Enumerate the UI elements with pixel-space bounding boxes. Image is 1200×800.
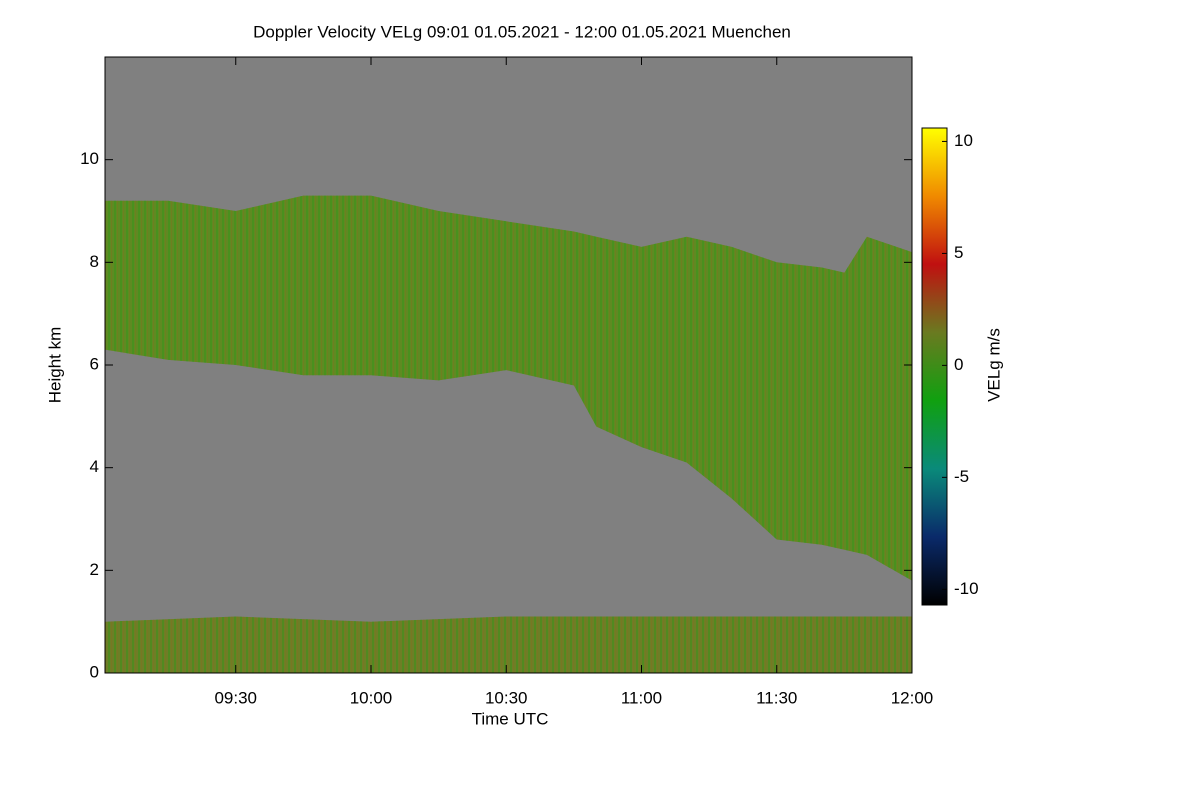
x-tick-label: 09:30 xyxy=(214,688,257,707)
x-tick-label: 10:30 xyxy=(485,688,528,707)
y-tick-label: 10 xyxy=(80,149,99,168)
colorbar-tick-label: 5 xyxy=(954,243,963,262)
x-tick-label: 10:00 xyxy=(350,688,393,707)
x-axis-label: Time UTC xyxy=(472,709,549,728)
colorbar-label: VELg m/s xyxy=(984,328,1003,402)
cloud-texture xyxy=(105,195,912,581)
x-tick-label: 11:00 xyxy=(621,688,662,707)
y-axis-label: Height km xyxy=(45,327,64,404)
y-tick-label: 0 xyxy=(90,662,99,681)
colorbar-tick-label: -10 xyxy=(954,579,979,598)
cloud-texture xyxy=(105,616,912,673)
y-tick-label: 8 xyxy=(90,252,99,271)
colorbar-tick-label: -5 xyxy=(954,467,969,486)
colorbar xyxy=(921,127,948,606)
y-tick-label: 4 xyxy=(90,457,99,476)
chart-title: Doppler Velocity VELg 09:01 01.05.2021 -… xyxy=(253,22,791,41)
colorbar-tick-label: 0 xyxy=(954,355,963,374)
colorbar-tick-label: 10 xyxy=(954,131,973,150)
y-tick-label: 2 xyxy=(90,560,99,579)
x-tick-label: 12:00 xyxy=(891,688,934,707)
y-tick-label: 6 xyxy=(90,354,99,373)
x-tick-label: 11:30 xyxy=(756,688,797,707)
